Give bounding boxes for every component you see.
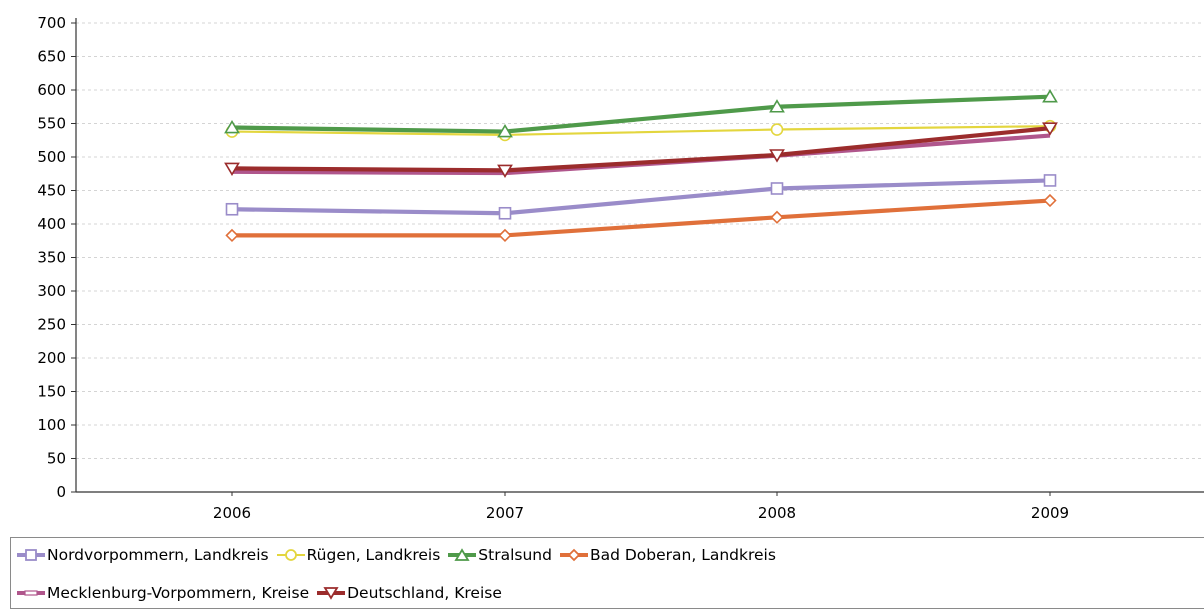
series-lines: [224, 89, 1058, 243]
grid-lines: [76, 22, 1204, 459]
legend-label: Rügen, Landkreis: [306, 546, 441, 564]
data-point-diamond: [498, 228, 512, 243]
data-point-triangle-down: [497, 164, 513, 178]
legend-row-2: Mecklenburg-Vorpommern, Kreise Deutschla…: [17, 584, 510, 602]
legend-item: Rügen, Landkreis: [276, 546, 441, 564]
legend-swatch-diamond-icon: [559, 548, 588, 562]
legend-label: Bad Doberan, Landkreis: [589, 546, 776, 564]
data-point-triangle: [769, 99, 785, 113]
legend-label: Mecklenburg-Vorpommern, Kreise: [47, 584, 310, 602]
legend-swatch-square-icon: [17, 549, 45, 561]
x-tick-label: 2007: [486, 504, 524, 522]
y-tick-label: 650: [37, 48, 66, 66]
series-line: [232, 198, 1051, 238]
legend-item: Stralsund: [448, 546, 552, 564]
x-tick-label: 2006: [213, 504, 251, 522]
y-tick-label: 0: [56, 483, 66, 501]
legend-swatch-triangle-down-icon: [317, 587, 346, 600]
series-line: [231, 125, 1051, 136]
axes: [71, 18, 1204, 496]
x-tick-label: 2009: [1031, 504, 1069, 522]
data-point-square: [1043, 174, 1057, 187]
y-tick-label: 100: [37, 416, 66, 434]
y-tick-label: 300: [37, 282, 66, 300]
data-point-triangle: [224, 119, 240, 134]
data-point-square: [225, 202, 239, 216]
data-point-triangle: [1042, 89, 1058, 103]
series-line: [231, 178, 1051, 216]
y-tick-label: 450: [37, 182, 66, 200]
y-tick-labels: 0 50 100 150 200 250 300 350 400 450 500 550 600 650 7…: [37, 14, 66, 501]
data-point-triangle-down: [224, 162, 240, 176]
data-point-triangle: [497, 123, 513, 138]
series-line: [231, 126, 1051, 173]
x-tick-labels: 2006 2007 2008 2009: [213, 504, 1069, 522]
legend: Nordvorpommern, Landkreis Rügen, Landkre…: [10, 537, 1204, 609]
legend-swatch-circle-icon: [276, 549, 305, 561]
y-tick-label: 350: [37, 249, 66, 267]
y-tick-label: 600: [37, 81, 66, 99]
series-group: [224, 89, 1058, 138]
y-tick-label: 700: [37, 14, 66, 32]
series-group: [225, 174, 1057, 220]
y-tick-label: 400: [37, 215, 66, 233]
series-group: [224, 122, 1058, 178]
legend-label: Nordvorpommern, Landkreis: [47, 546, 269, 564]
legend-label: Stralsund: [478, 546, 552, 564]
legend-item: Deutschland, Kreise: [317, 584, 502, 602]
data-point-square: [498, 206, 512, 220]
data-point-diamond: [1043, 193, 1057, 208]
legend-swatch-line-icon: [17, 590, 45, 596]
y-tick-label: 50: [47, 450, 66, 468]
legend-item: Bad Doberan, Landkreis: [559, 546, 776, 564]
x-tick-label: 2008: [758, 504, 796, 522]
legend-item: Mecklenburg-Vorpommern, Kreise: [17, 584, 309, 602]
data-point-circle: [770, 123, 784, 136]
y-tick-label: 250: [37, 316, 66, 334]
y-tick-label: 550: [37, 115, 66, 133]
data-point-triangle-down: [769, 149, 785, 163]
data-point-diamond: [770, 210, 784, 224]
legend-swatch-triangle-icon: [448, 548, 477, 561]
legend-item: Nordvorpommern, Landkreis: [17, 546, 269, 564]
y-tick-label: 200: [37, 349, 66, 367]
legend-label: Deutschland, Kreise: [347, 584, 502, 602]
series-line: [231, 94, 1051, 134]
series-group: [225, 193, 1057, 243]
legend-row-1: Nordvorpommern, Landkreis Rügen, Landkre…: [17, 546, 784, 564]
y-tick-label: 500: [37, 148, 66, 166]
data-point-square: [770, 182, 784, 195]
data-point-diamond: [225, 228, 239, 243]
data-point-triangle-down: [1042, 122, 1058, 136]
y-tick-label: 150: [37, 383, 66, 401]
